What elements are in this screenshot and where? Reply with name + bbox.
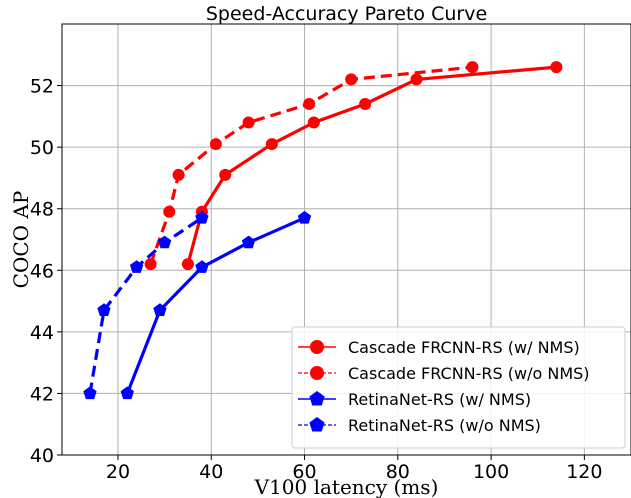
series-line: [125, 216, 306, 395]
series-marker: [153, 303, 167, 316]
y-tick-label: 42: [30, 383, 54, 405]
series-marker: [307, 116, 320, 129]
x-tick-label: 60: [292, 461, 316, 483]
series-group: [120, 210, 312, 400]
series-marker: [209, 138, 222, 151]
legend-label: RetinaNet-RS (w/o NMS): [348, 416, 541, 435]
x-tick-label: 80: [386, 461, 410, 483]
x-tick-label: 120: [566, 461, 602, 483]
series-marker: [241, 235, 256, 249]
x-tick-label: 40: [199, 461, 223, 483]
series-line: [186, 65, 557, 265]
series-marker: [303, 98, 316, 111]
legend-box: [291, 326, 626, 449]
y-tick-label: 48: [30, 199, 54, 221]
chart-title: Speed-Accuracy Pareto Curve: [206, 3, 487, 25]
y-tick-label: 52: [30, 76, 54, 98]
series-marker: [97, 303, 111, 316]
series-layer: [83, 61, 563, 400]
legend: Cascade FRCNN-RS (w/ NMS) Cascade FRCNN-R…: [291, 326, 626, 449]
series-marker: [265, 138, 278, 151]
grid-layer: [62, 24, 631, 456]
series-line: [149, 65, 473, 265]
series-marker: [181, 258, 194, 271]
series-marker: [163, 205, 176, 218]
series-marker: [129, 260, 144, 273]
series-marker: [309, 391, 325, 406]
series-marker: [359, 98, 372, 111]
series-marker: [219, 168, 232, 181]
x-tick-label: 20: [106, 461, 130, 483]
y-tick-label: 50: [30, 137, 54, 159]
series-marker: [157, 235, 172, 249]
series-marker: [195, 210, 209, 224]
series-marker: [195, 260, 209, 273]
plot-frame: [61, 23, 631, 456]
y-tick-label: 40: [30, 445, 54, 467]
legend-label: Cascade FRCNN-RS (w/o NMS): [348, 364, 590, 383]
legend-label: RetinaNet-RS (w/ NMS): [348, 390, 531, 409]
y-tick-label: 44: [30, 322, 54, 344]
legend-label: Cascade FRCNN-RS (w/ NMS): [348, 338, 580, 357]
series-marker: [172, 168, 185, 181]
series-marker: [83, 386, 97, 400]
series-marker: [242, 116, 255, 129]
series-marker: [410, 73, 423, 86]
series-marker: [466, 61, 479, 74]
tick-layer: 20 40 60 80 100 120 40 42 44 46 48 50 52: [30, 76, 603, 483]
series-marker: [309, 417, 325, 432]
series-marker: [144, 258, 157, 271]
series-group: [83, 210, 209, 400]
y-tick-label: 46: [30, 260, 54, 282]
series-marker: [310, 366, 324, 380]
series-group: [181, 61, 563, 271]
series-marker: [310, 340, 324, 354]
series-marker: [345, 73, 358, 86]
series-marker: [297, 210, 312, 224]
y-axis-label: COCO AP: [9, 191, 33, 289]
series-group: [144, 61, 479, 271]
series-marker: [550, 61, 563, 74]
x-tick-label: 100: [473, 461, 509, 483]
series-marker: [120, 386, 134, 400]
x-axis-label: V100 latency (ms): [254, 475, 439, 498]
